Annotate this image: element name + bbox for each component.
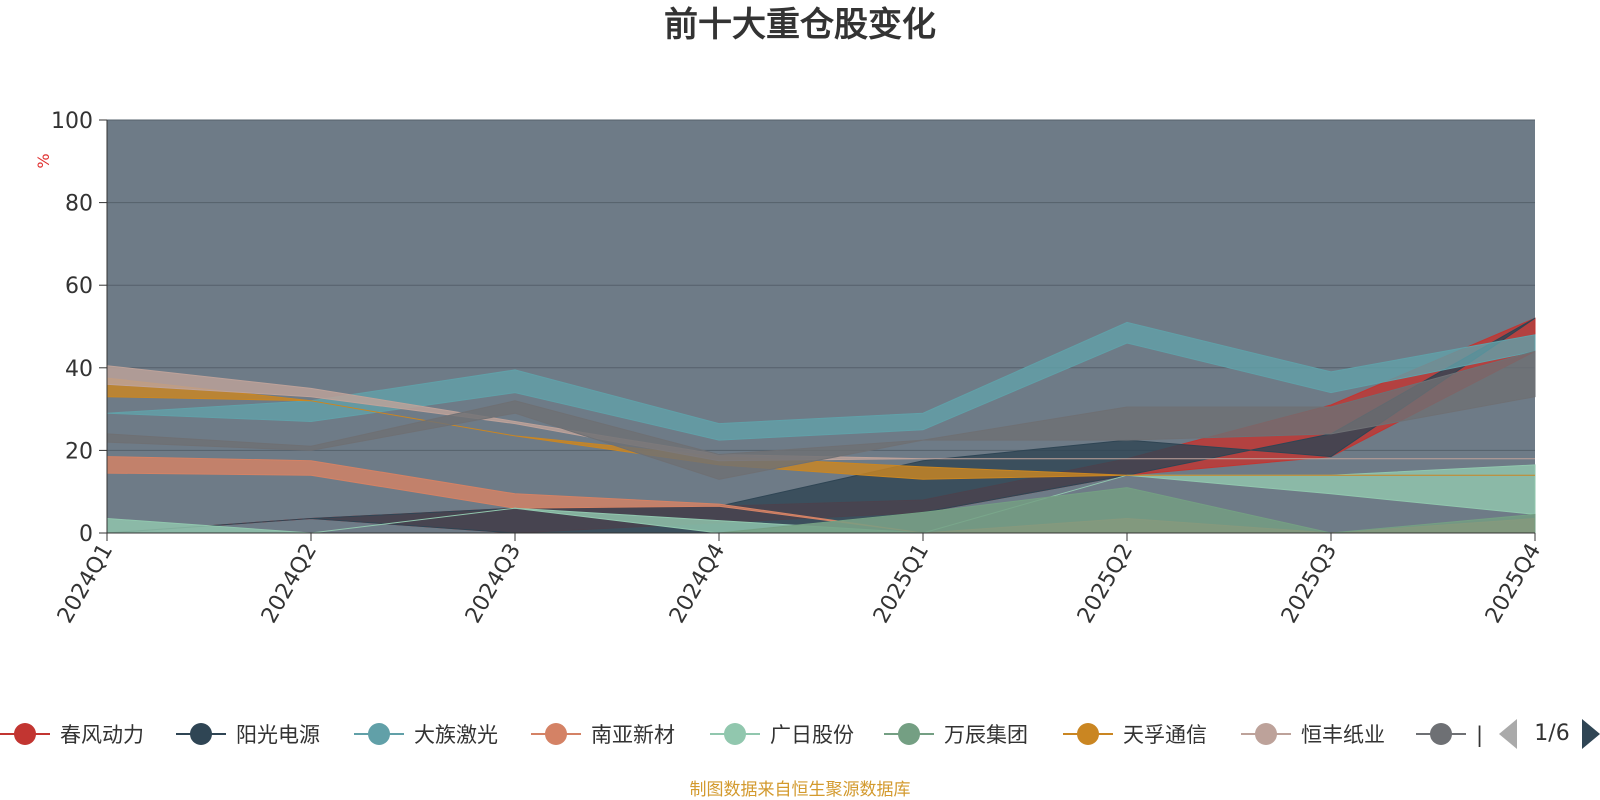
- legend-marker-icon: [1255, 723, 1277, 745]
- legend: 春风动力 阳光电源 大族激光 南亚新材 广日股份 万辰集团 天孚通信 恒丰纸业 |: [0, 723, 1483, 748]
- x-tick-label: 2025Q1: [869, 540, 934, 628]
- legend-item[interactable]: |: [1416, 723, 1483, 748]
- legend-label: 阳光电源: [236, 723, 320, 747]
- legend-marker-icon: [190, 723, 212, 745]
- legend-label: 春风动力: [60, 723, 144, 747]
- legend-item[interactable]: 春风动力: [0, 723, 144, 747]
- legend-label: 天孚通信: [1123, 723, 1207, 747]
- legend-marker-icon: [1077, 723, 1099, 745]
- series-area: [106, 350, 1536, 480]
- legend-label: 万辰集团: [944, 723, 1028, 747]
- y-axis-unit: %: [34, 153, 53, 168]
- y-tick-label: 0: [79, 522, 93, 547]
- y-tick-label: 80: [65, 192, 93, 217]
- legend-marker-icon: [898, 723, 920, 745]
- legend-marker-icon: [1430, 723, 1452, 745]
- legend-item[interactable]: 万辰集团: [884, 723, 1028, 747]
- legend-item[interactable]: 大族激光: [354, 723, 498, 747]
- x-tick-label: 2024Q4: [665, 540, 730, 628]
- legend-pager: 1/6: [1499, 719, 1600, 749]
- legend-marker-icon: [368, 723, 390, 745]
- plot-area: 0 20 40 60 80 100 2024Q1 2024Q2 2024Q3 2024Q4 2025…: [51, 109, 1546, 628]
- legend-marker-icon: [14, 723, 36, 745]
- legend-next-icon[interactable]: [1582, 719, 1600, 749]
- y-tick-label: 20: [65, 439, 93, 464]
- y-tick-label: 60: [65, 274, 93, 299]
- legend-marker-icon: [545, 723, 567, 745]
- legend-label: |: [1476, 723, 1483, 748]
- x-tick-label: 2025Q3: [1277, 540, 1342, 628]
- legend-label: 广日股份: [770, 723, 854, 747]
- legend-page-indicator: 1/6: [1534, 721, 1569, 746]
- legend-label: 大族激光: [414, 723, 498, 747]
- series-area: [106, 321, 1536, 441]
- legend-item[interactable]: 恒丰纸业: [1241, 723, 1385, 747]
- y-tick-label: 100: [51, 109, 93, 134]
- y-tick-label: 40: [65, 357, 93, 382]
- legend-item[interactable]: 南亚新材: [531, 723, 675, 747]
- chart-title: 前十大重仓股变化: [664, 5, 936, 45]
- data-source-note: 制图数据来自恒生聚源数据库: [690, 780, 911, 800]
- legend-label: 恒丰纸业: [1301, 723, 1385, 747]
- legend-item[interactable]: 天孚通信: [1063, 723, 1207, 747]
- x-tick-label: 2025Q4: [1481, 540, 1546, 628]
- legend-item[interactable]: 阳光电源: [176, 723, 320, 747]
- legend-marker-icon: [724, 723, 746, 745]
- x-tick-label: 2024Q3: [461, 540, 526, 628]
- x-tick-label: 2025Q2: [1073, 540, 1138, 628]
- legend-item[interactable]: 广日股份: [710, 723, 854, 747]
- legend-prev-icon[interactable]: [1499, 719, 1517, 749]
- x-tick-label: 2024Q2: [257, 540, 322, 628]
- x-tick-label: 2024Q1: [53, 540, 118, 628]
- legend-label: 南亚新材: [591, 723, 675, 747]
